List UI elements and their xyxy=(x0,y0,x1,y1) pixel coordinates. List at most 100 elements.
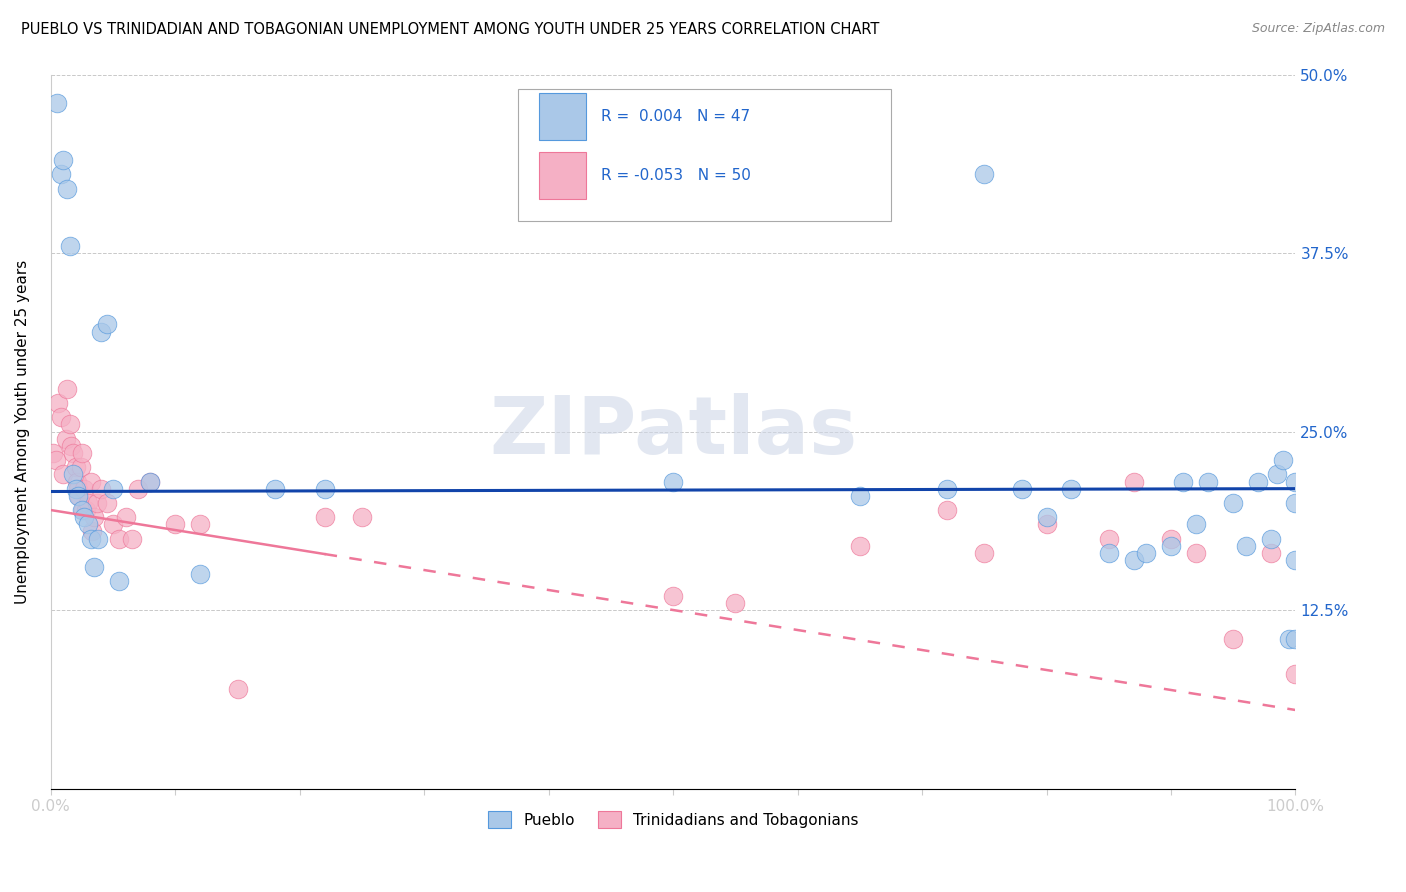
Point xyxy=(77,496,100,510)
Point xyxy=(86,496,108,510)
Point xyxy=(67,489,90,503)
Point xyxy=(1260,532,1282,546)
Point xyxy=(59,439,82,453)
Point xyxy=(849,489,872,503)
Point xyxy=(1222,496,1244,510)
Point xyxy=(1284,475,1306,489)
Point xyxy=(1284,553,1306,567)
Point xyxy=(849,539,872,553)
Point xyxy=(90,482,112,496)
Point xyxy=(1272,453,1295,467)
Point xyxy=(1222,632,1244,646)
Point xyxy=(165,517,187,532)
Point xyxy=(1098,546,1121,560)
Point xyxy=(75,503,97,517)
Point xyxy=(49,410,72,425)
Point xyxy=(55,432,77,446)
Point xyxy=(1035,517,1057,532)
Point xyxy=(188,567,211,582)
Point xyxy=(79,532,101,546)
Point xyxy=(973,546,995,560)
Point xyxy=(67,482,90,496)
Y-axis label: Unemployment Among Youth under 25 years: Unemployment Among Youth under 25 years xyxy=(15,260,30,604)
Bar xyxy=(538,94,586,140)
Point xyxy=(96,318,118,332)
Point xyxy=(1035,510,1057,524)
Point xyxy=(83,510,105,524)
Point xyxy=(188,517,211,532)
Point xyxy=(1160,532,1182,546)
Point xyxy=(70,503,93,517)
Point xyxy=(52,153,75,168)
Point xyxy=(1135,546,1157,560)
Point xyxy=(65,460,87,475)
Point xyxy=(62,467,84,482)
Point xyxy=(724,596,747,610)
Point xyxy=(1060,482,1083,496)
Point xyxy=(1185,517,1208,532)
Point xyxy=(79,475,101,489)
Point xyxy=(52,467,75,482)
Point xyxy=(87,532,110,546)
Point xyxy=(101,517,124,532)
Point xyxy=(73,482,96,496)
Point xyxy=(1185,546,1208,560)
Point xyxy=(350,510,373,524)
Point xyxy=(226,681,249,696)
Point xyxy=(46,396,69,410)
Text: Source: ZipAtlas.com: Source: ZipAtlas.com xyxy=(1251,22,1385,36)
Point xyxy=(77,517,100,532)
Point xyxy=(139,475,162,489)
Text: R = -0.053   N = 50: R = -0.053 N = 50 xyxy=(600,168,751,183)
Legend: Pueblo, Trinidadians and Tobagonians: Pueblo, Trinidadians and Tobagonians xyxy=(482,805,865,834)
Point xyxy=(90,325,112,339)
Point xyxy=(936,503,959,517)
Point xyxy=(973,168,995,182)
Point xyxy=(58,417,80,432)
Text: ZIPatlas: ZIPatlas xyxy=(489,392,858,470)
Point xyxy=(314,510,336,524)
Point xyxy=(1197,475,1219,489)
Point xyxy=(1173,475,1195,489)
Point xyxy=(72,503,94,517)
Point xyxy=(1234,539,1257,553)
Point xyxy=(101,482,124,496)
FancyBboxPatch shape xyxy=(517,89,891,221)
Point xyxy=(69,489,91,503)
Point xyxy=(1011,482,1033,496)
Point xyxy=(69,460,91,475)
Point xyxy=(114,510,136,524)
Point xyxy=(62,446,84,460)
Point xyxy=(108,574,131,589)
Point xyxy=(1098,532,1121,546)
Point xyxy=(936,482,959,496)
Point xyxy=(46,96,69,111)
Bar xyxy=(538,153,586,199)
Point xyxy=(108,532,131,546)
Point xyxy=(1260,546,1282,560)
Point xyxy=(263,482,285,496)
Point xyxy=(1284,632,1306,646)
Point xyxy=(66,475,89,489)
Point xyxy=(96,496,118,510)
Point xyxy=(56,382,79,396)
Point xyxy=(1122,475,1144,489)
Point xyxy=(127,482,149,496)
Point xyxy=(70,446,93,460)
Point xyxy=(83,560,105,574)
Point xyxy=(662,475,685,489)
Point xyxy=(1122,553,1144,567)
Text: PUEBLO VS TRINIDADIAN AND TOBAGONIAN UNEMPLOYMENT AMONG YOUTH UNDER 25 YEARS COR: PUEBLO VS TRINIDADIAN AND TOBAGONIAN UNE… xyxy=(21,22,880,37)
Point xyxy=(121,532,143,546)
Point xyxy=(80,524,103,539)
Point xyxy=(1247,475,1270,489)
Point xyxy=(314,482,336,496)
Text: R =  0.004   N = 47: R = 0.004 N = 47 xyxy=(600,109,749,124)
Point xyxy=(1284,496,1306,510)
Point xyxy=(1265,467,1288,482)
Point xyxy=(65,482,87,496)
Point xyxy=(58,239,80,253)
Point xyxy=(45,453,67,467)
Point xyxy=(1160,539,1182,553)
Point xyxy=(56,182,79,196)
